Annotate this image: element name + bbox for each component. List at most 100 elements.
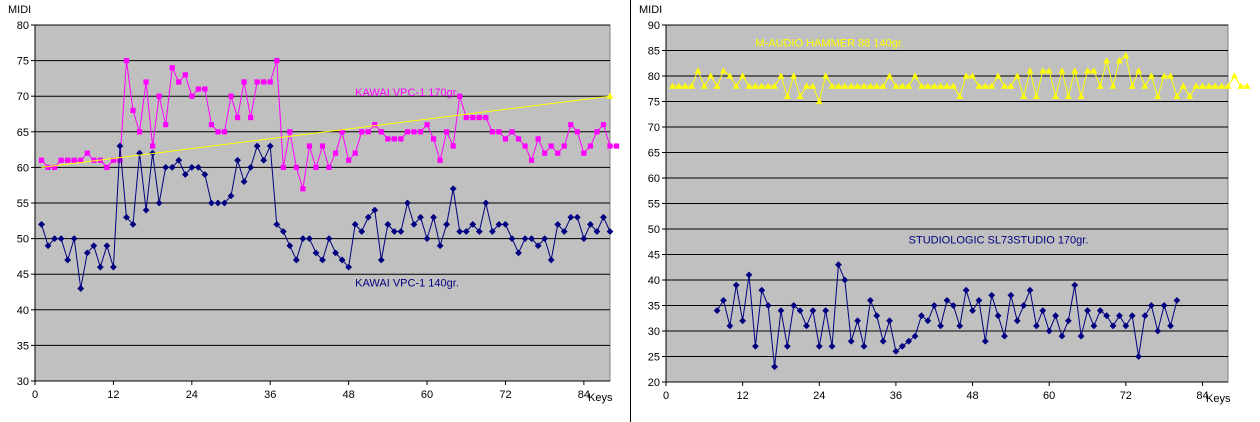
data-point [410,220,418,228]
data-point [78,157,84,163]
data-point [860,342,868,350]
data-point [169,65,175,71]
data-point [713,307,721,314]
x-tick-label: 84 [578,389,590,401]
data-point [163,122,169,128]
data-point [681,82,689,89]
data-point [720,67,727,74]
data-point [176,79,182,85]
data-point [1160,302,1168,309]
data-point [44,242,52,250]
data-point [606,92,614,99]
data-point [496,129,502,135]
data-point [1103,57,1111,64]
data-point [688,82,695,89]
data-point [1013,317,1021,325]
y-tick-label: 65 [17,127,29,139]
data-point [567,213,575,221]
data-point [208,122,215,128]
data-point [65,157,71,163]
data-point [668,82,676,89]
data-point [607,143,613,149]
data-point [1052,92,1059,99]
data-point [1237,82,1245,89]
data-point [521,235,529,242]
data-point [606,228,614,235]
data-point [988,82,996,89]
data-point [822,307,830,314]
data-point [91,157,97,163]
data-point [182,72,188,78]
data-point [515,136,522,142]
data-point [726,322,734,330]
data-point [71,157,77,163]
data-point [949,302,957,309]
data-point [430,136,437,142]
data-point [1033,92,1040,99]
data-point [202,86,208,92]
data-point [542,150,548,156]
data-point [796,92,804,99]
y-axis-label: MIDI [8,4,31,16]
data-point [181,171,189,178]
series-line [41,144,611,289]
y-tick-label: 75 [648,97,660,109]
data-point [515,249,522,257]
data-point [469,220,477,228]
series-line [41,95,611,168]
data-point [84,150,90,156]
data-point [745,82,753,89]
data-point [319,256,326,264]
y-tick-label: 60 [17,162,29,174]
data-point [886,72,893,79]
data-point [790,302,798,309]
data-point [70,235,78,242]
data-point [437,157,443,163]
data-point [417,213,424,221]
data-point [266,142,274,150]
data-point [898,342,906,350]
data-point [835,82,842,89]
data-point [981,82,989,89]
data-point [541,235,549,242]
data-point [143,79,149,85]
data-point [38,157,45,163]
data-point [581,150,587,156]
data-point [700,82,708,89]
data-point [488,228,496,235]
data-point [489,129,495,135]
data-point [1084,67,1091,74]
data-point [338,256,346,264]
data-point [988,291,996,299]
data-point [1007,82,1015,89]
x-tick-label: 0 [663,390,669,402]
data-point [398,136,404,142]
data-point [351,220,359,228]
data-point [293,164,299,170]
data-point [430,213,437,221]
y-tick-label: 85 [648,46,660,58]
data-point [580,235,588,242]
data-point [462,228,470,235]
data-point [299,235,307,242]
data-point [208,199,215,207]
data-point [752,342,759,350]
data-point [574,129,580,135]
data-point [443,220,451,228]
data-point [273,220,281,228]
data-point [110,157,117,163]
data-point [463,114,469,121]
data-point [962,286,970,294]
data-point [411,129,417,135]
data-point [175,156,183,164]
data-point [287,129,293,135]
data-point [267,79,273,85]
data-point [1020,302,1028,309]
data-point [713,82,721,89]
y-tick-label: 20 [648,377,660,389]
data-point [1122,52,1130,59]
data-point [1186,92,1194,99]
x-tick-label: 12 [737,390,749,402]
data-point [911,72,919,79]
panel-divider [630,0,631,422]
